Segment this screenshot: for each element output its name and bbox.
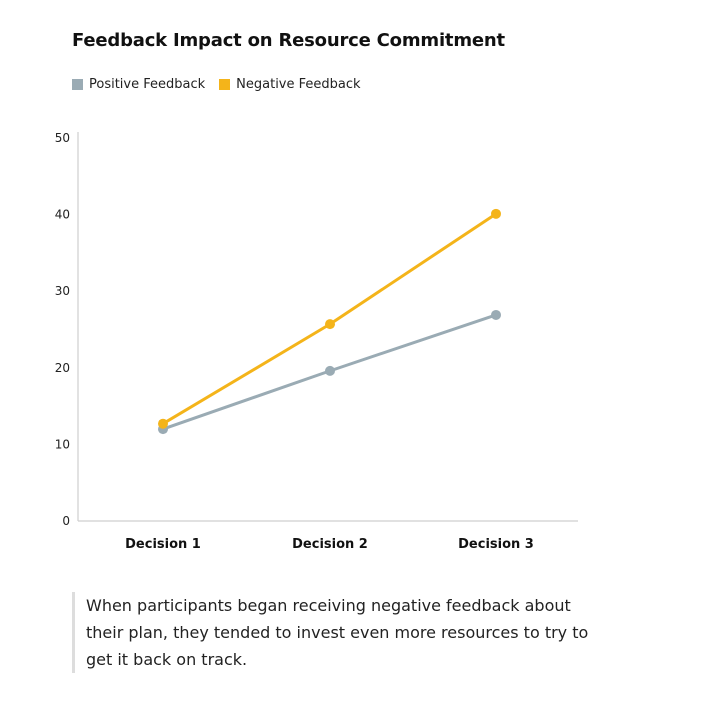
legend-label-negative: Negative Feedback <box>236 77 361 92</box>
data-point <box>158 418 168 429</box>
y-tick-label: 0 <box>62 514 70 528</box>
chart-series <box>158 208 501 435</box>
data-point <box>325 319 335 330</box>
y-tick-label: 40 <box>55 208 70 222</box>
y-tick-label: 50 <box>55 131 70 145</box>
y-tick-label: 10 <box>55 437 70 451</box>
chart-legend: Positive Feedback Negative Feedback <box>72 77 375 92</box>
y-tick-label: 30 <box>55 284 70 298</box>
legend-swatch-positive <box>72 79 83 90</box>
data-point <box>325 365 335 376</box>
caption-quote: When participants began receiving negati… <box>72 592 606 673</box>
chart-title: Feedback Impact on Resource Commitment <box>72 30 505 51</box>
legend-item-positive: Positive Feedback <box>72 77 205 92</box>
x-tick-label: Decision 3 <box>458 537 534 552</box>
x-tick-label: Decision 2 <box>292 537 368 552</box>
legend-label-positive: Positive Feedback <box>89 77 206 92</box>
x-tick-label: Decision 1 <box>125 537 201 552</box>
x-axis: Decision 1 Decision 2 Decision 3 <box>78 520 578 552</box>
y-axis: 0 10 20 30 40 50 <box>55 131 79 528</box>
data-point <box>491 309 501 320</box>
legend-swatch-negative <box>219 79 231 90</box>
legend-item-negative: Negative Feedback <box>219 77 361 92</box>
series-line <box>162 212 497 426</box>
y-tick-label: 20 <box>55 361 70 375</box>
data-point <box>491 208 501 219</box>
